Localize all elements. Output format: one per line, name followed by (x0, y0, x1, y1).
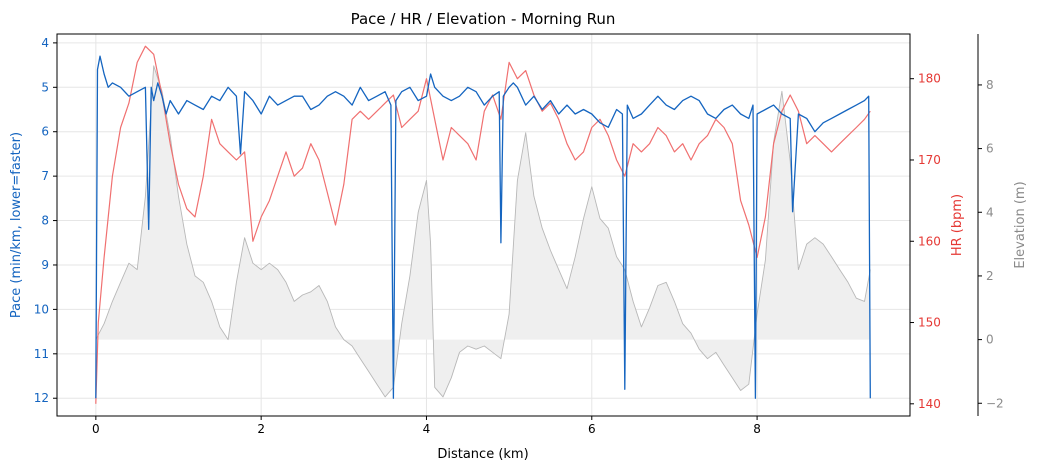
hr-axis-ticks: 140 150 160 170 180 (910, 72, 941, 411)
x-tick-label: 6 (588, 422, 596, 436)
x-tick-label: 0 (92, 422, 100, 436)
elevation-tick-label: 8 (986, 78, 994, 92)
hr-tick-label: 160 (918, 234, 941, 248)
hr-axis-label: HR (bpm) (950, 194, 965, 256)
hr-tick-label: 170 (918, 153, 941, 167)
elevation-tick-label: 4 (986, 205, 994, 219)
elevation-area (95, 65, 871, 397)
hr-tick-label: 140 (918, 397, 941, 411)
pace-tick-label: 10 (34, 302, 49, 316)
x-tick-label: 8 (753, 422, 761, 436)
pace-tick-label: 8 (41, 214, 49, 228)
plot-border (56, 33, 911, 417)
chart-title: Pace / HR / Elevation - Morning Run (351, 10, 616, 28)
elevation-tick-label: 0 (986, 333, 994, 347)
elevation-axis-label: Elevation (m) (1013, 181, 1028, 268)
pace-tick-label: 12 (34, 391, 49, 405)
elevation-line (95, 65, 871, 398)
pace-tick-label: 11 (34, 347, 49, 361)
elevation-tick-label: 2 (986, 269, 994, 283)
x-tick-label: 2 (257, 422, 265, 436)
hr-series-layer (95, 45, 871, 404)
pace-tick-label: 9 (41, 258, 49, 272)
pace-axis-ticks: 4 5 6 7 8 9 10 11 12 (34, 36, 57, 405)
pace-tick-label: 7 (41, 169, 49, 183)
pace-axis-label: Pace (min/km, lower=faster) (9, 132, 24, 318)
pace-line (95, 55, 871, 399)
hr-line (95, 45, 871, 404)
elevation-tick-label: −2 (986, 396, 1004, 410)
elevation-tick-label: 6 (986, 142, 994, 156)
pace-tick-label: 5 (41, 80, 49, 94)
x-axis-label: Distance (km) (437, 447, 528, 462)
pace-series-layer (95, 55, 871, 399)
x-tick-label: 4 (423, 422, 431, 436)
hr-tick-label: 150 (918, 316, 941, 330)
elevation-series-layer (95, 65, 871, 398)
hr-tick-label: 180 (918, 72, 941, 86)
x-axis-ticks: 0 2 4 6 8 (92, 416, 761, 436)
plot-frame (56, 33, 979, 417)
elevation-axis-ticks: −2 0 2 4 6 8 (978, 78, 1004, 410)
pace-tick-label: 6 (41, 125, 49, 139)
pace-tick-label: 4 (41, 36, 49, 50)
